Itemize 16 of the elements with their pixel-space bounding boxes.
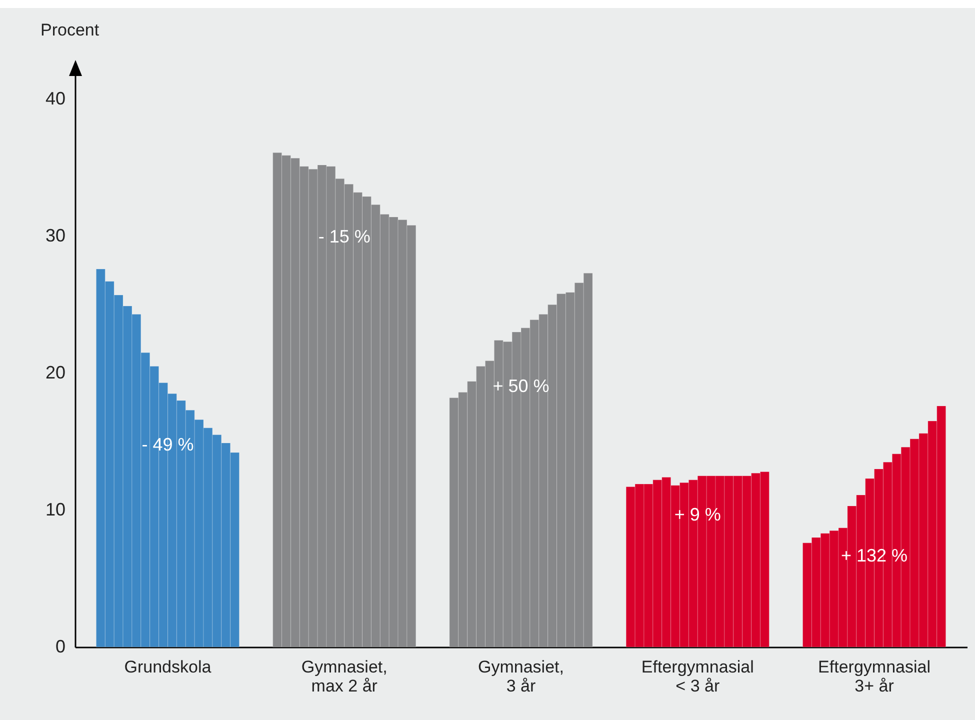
annotation: - 49 % [142,434,194,455]
annotation: + 132 % [840,546,908,566]
y-tick-label: 20 [45,362,66,383]
x-tick-label: Eftergymnasial < 3 år [641,658,754,696]
x-tick-label: Grundskola [124,658,212,676]
y-tick-label: 10 [45,500,66,520]
x-tick-label: Eftergymnasial 3+ år [818,658,930,696]
x-tick-label: Gymnasiet, 3 år [478,658,564,696]
annotation: - 15 % [318,226,370,247]
y-tick-label: 40 [45,88,66,109]
annotation: + 50 % [492,376,550,396]
annotation: + 9 % [674,504,721,525]
y-axis-title: Procent [40,20,100,40]
y-tick-label: 0 [55,636,66,656]
x-tick-label: Gymnasiet, max 2 år [301,658,388,696]
y-tick-label: 30 [45,226,66,246]
